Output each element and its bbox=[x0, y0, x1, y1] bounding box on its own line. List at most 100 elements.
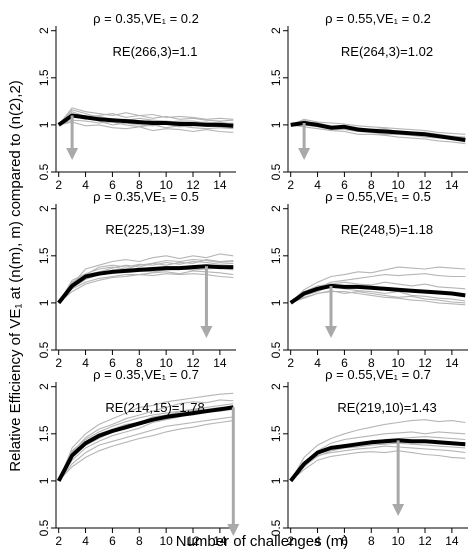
re-annotation: RE(219,10)=1.43 bbox=[337, 400, 436, 415]
panels-group: ρ = 0.35,VE₁ = 0.22 4 6 8 10 12 140.511.52RE(2… bbox=[37, 11, 468, 548]
panel-2: ρ = 0.55,VE₁ = 0.2 2 4 6 8 10 12 14 0.5 1 1.5 2 RE(2… bbox=[269, 11, 468, 192]
mean-line bbox=[56, 405, 234, 482]
y-tick-label: 2 bbox=[269, 27, 283, 34]
x-tick-label: 6 bbox=[109, 534, 116, 548]
y-tick-label: 2 bbox=[37, 383, 51, 390]
x-tick-label: 12 bbox=[186, 534, 200, 548]
x-tick-label: 2 bbox=[287, 356, 294, 370]
simulation-line bbox=[290, 419, 466, 482]
simulation-line bbox=[58, 253, 234, 304]
optimum-arrow-head bbox=[392, 504, 405, 516]
x-tick-label: 10 bbox=[391, 534, 405, 548]
optimum-arrow-head bbox=[66, 148, 79, 160]
panel-1: ρ = 0.35,VE₁ = 0.2 2 4 6 8 10 12 14 0.5 1 1.5 2 RE(2… bbox=[37, 11, 236, 192]
mean-line bbox=[289, 283, 466, 305]
simulation-line bbox=[290, 124, 466, 145]
x-tick-label: 6 bbox=[341, 178, 348, 192]
mean-line bbox=[57, 113, 234, 128]
y-tick-label: 1 bbox=[37, 299, 51, 306]
simulation-line bbox=[58, 399, 234, 482]
y-tick-label: 1.5 bbox=[37, 425, 51, 442]
x-tick-label: 4 bbox=[82, 356, 89, 370]
figure-y-axis-label: Relative Efficiency of VE₁ at (n(m), m) … bbox=[7, 80, 24, 472]
x-tick-label: 12 bbox=[418, 534, 432, 548]
y-tick-label: 0.5 bbox=[37, 341, 51, 358]
mean-line bbox=[57, 264, 234, 305]
x-tick-label: 6 bbox=[109, 356, 116, 370]
x-tick-label: 12 bbox=[418, 356, 432, 370]
simulation-line bbox=[290, 118, 466, 135]
x-tick-label: 4 bbox=[82, 534, 89, 548]
panel-title: ρ = 0.55,VE₁ = 0.5 bbox=[325, 189, 431, 204]
simulation-line bbox=[290, 281, 466, 304]
y-tick-label: 0.5 bbox=[269, 341, 283, 358]
x-tick-label: 8 bbox=[136, 178, 143, 192]
x-tick-label: 10 bbox=[159, 178, 173, 192]
simulation-line bbox=[58, 121, 234, 133]
re-annotation: RE(248,5)=1.18 bbox=[341, 222, 433, 237]
x-tick-label: 2 bbox=[55, 356, 62, 370]
x-tick-label: 10 bbox=[159, 534, 173, 548]
simulation-line bbox=[58, 273, 234, 304]
x-tick-label: 14 bbox=[213, 534, 227, 548]
panel-title: ρ = 0.55,VE₁ = 0.2 bbox=[325, 11, 431, 26]
y-tick-label: 1.5 bbox=[269, 69, 283, 86]
panel-4: ρ = 0.55,VE₁ = 0.5 2 4 6 8 10 12 14 0.5 1 1.5 2 RE(2… bbox=[269, 189, 468, 370]
simulation-line bbox=[58, 270, 234, 304]
panel-6: ρ = 0.55,VE₁ = 0.7 2 4 6 8 10 12 14 0.5 1 1.5 2 RE(2… bbox=[269, 367, 468, 548]
y-tick-label: 1 bbox=[269, 299, 283, 306]
optimum-arrow-head bbox=[324, 326, 337, 338]
y-tick-label: 0.5 bbox=[37, 519, 51, 536]
x-tick-label: 8 bbox=[368, 534, 375, 548]
y-tick-label: 0.5 bbox=[269, 519, 283, 536]
y-tick-label: 1.5 bbox=[269, 425, 283, 442]
simulation-line bbox=[290, 285, 466, 304]
mean-line bbox=[290, 121, 466, 142]
y-tick-label: 2 bbox=[37, 205, 51, 212]
x-tick-label: 12 bbox=[186, 356, 200, 370]
x-tick-label: 2 bbox=[55, 178, 62, 192]
panel-title: ρ = 0.35,VE₁ = 0.5 bbox=[93, 189, 199, 204]
x-tick-label: 4 bbox=[314, 178, 321, 192]
x-tick-label: 8 bbox=[368, 356, 375, 370]
y-tick-label: 1 bbox=[269, 121, 283, 128]
x-tick-label: 14 bbox=[445, 356, 459, 370]
re-annotation: RE(225,13)=1.39 bbox=[105, 222, 204, 237]
y-tick-label: 1 bbox=[37, 121, 51, 128]
panel-3: ρ = 0.35,VE₁ = 0.5 2 4 6 8 10 12 14 0.5 1 1.5 2 RE(2… bbox=[37, 189, 236, 370]
x-tick-label: 4 bbox=[314, 534, 321, 548]
panel-title: ρ = 0.55,VE₁ = 0.7 bbox=[325, 367, 431, 382]
x-tick-label: 14 bbox=[445, 178, 459, 192]
x-tick-label: 4 bbox=[314, 356, 321, 370]
y-tick-label: 2 bbox=[269, 383, 283, 390]
y-tick-label: 1.5 bbox=[37, 247, 51, 264]
simulation-line bbox=[290, 431, 466, 482]
x-tick-label: 2 bbox=[287, 534, 294, 548]
optimum-arrow-head bbox=[200, 326, 213, 338]
simulation-line bbox=[290, 266, 466, 304]
y-tick-label: 0.5 bbox=[269, 163, 283, 180]
y-tick-label: 1.5 bbox=[269, 247, 283, 264]
x-tick-label: 4 bbox=[82, 178, 89, 192]
x-tick-label: 6 bbox=[341, 356, 348, 370]
panel-5: ρ = 0.35,VE₁ = 0.7 2 4 6 8 10 12 14 0.5 1 1.5 2 RE(2… bbox=[37, 367, 240, 548]
x-tick-label: 10 bbox=[159, 356, 173, 370]
x-tick-label: 14 bbox=[213, 356, 227, 370]
x-tick-label: 6 bbox=[341, 534, 348, 548]
optimum-arrow-head bbox=[298, 148, 311, 160]
y-tick-label: 2 bbox=[269, 205, 283, 212]
x-tick-label: 2 bbox=[55, 534, 62, 548]
simulation-line bbox=[58, 392, 234, 482]
x-tick-label: 8 bbox=[136, 534, 143, 548]
simulation-line bbox=[58, 260, 234, 304]
panel-title: ρ = 0.35,VE₁ = 0.7 bbox=[93, 367, 199, 382]
x-tick-label: 8 bbox=[136, 356, 143, 370]
simulation-line bbox=[290, 450, 466, 482]
x-tick-label: 14 bbox=[213, 178, 227, 192]
simulation-line bbox=[58, 420, 234, 482]
re-annotation: RE(264,3)=1.02 bbox=[341, 44, 433, 59]
x-tick-label: 10 bbox=[391, 178, 405, 192]
re-annotation: RE(266,3)=1.1 bbox=[113, 44, 198, 59]
x-tick-label: 14 bbox=[445, 534, 459, 548]
